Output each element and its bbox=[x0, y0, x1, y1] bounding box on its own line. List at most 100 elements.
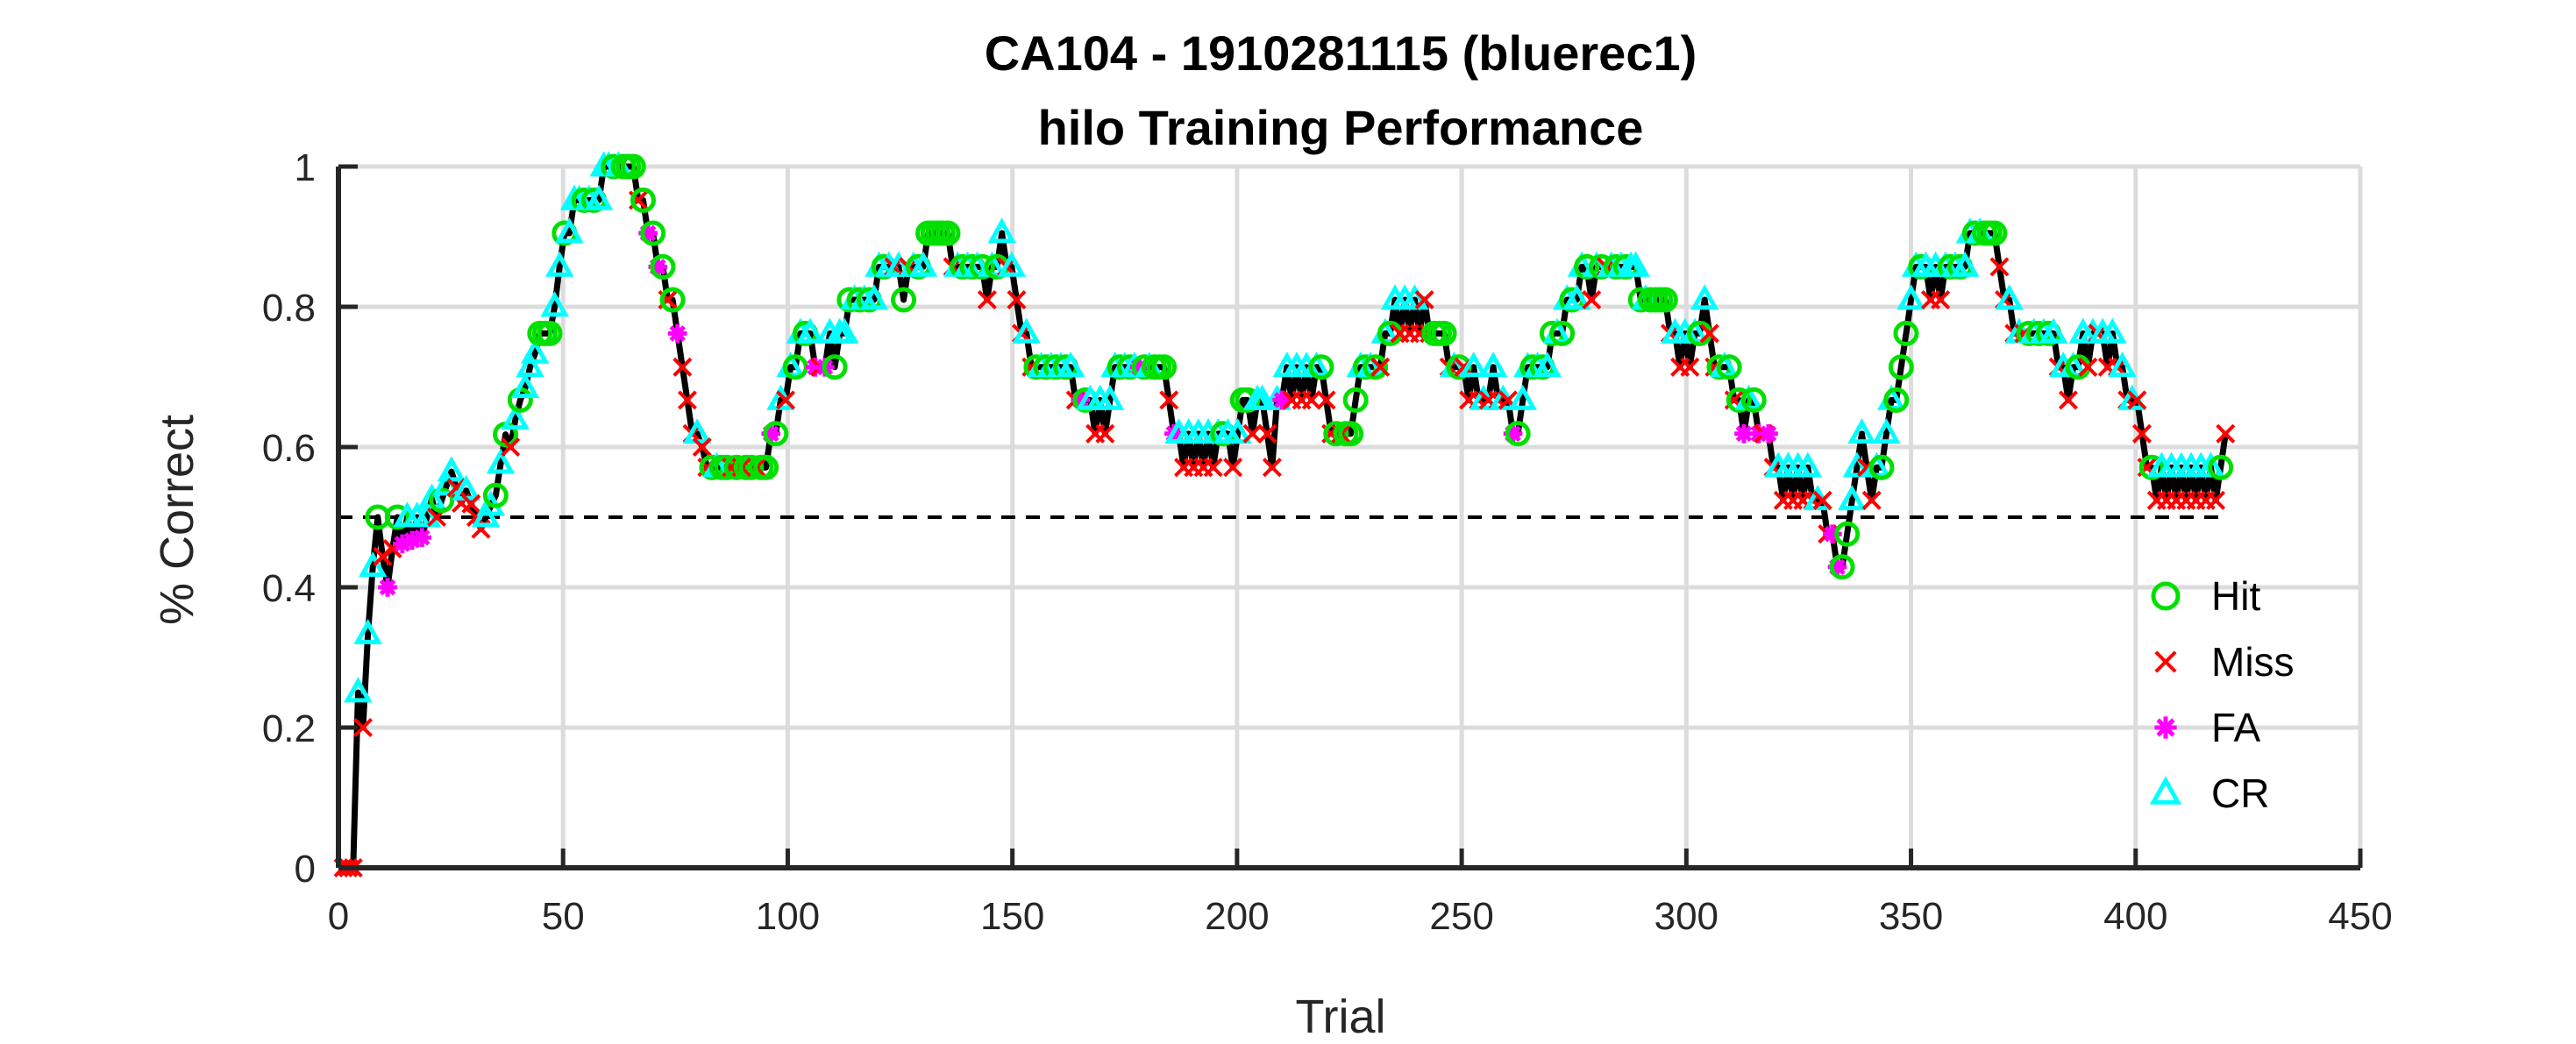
legend-label-hit: Hit bbox=[2211, 573, 2260, 619]
marker-cr bbox=[1223, 418, 1252, 444]
marker-miss bbox=[1262, 458, 1282, 478]
chart-subtitle: hilo Training Performance bbox=[1038, 100, 1644, 155]
marker-hit bbox=[1549, 320, 1576, 346]
marker-hit bbox=[1363, 354, 1389, 380]
y-tick-label: 0.6 bbox=[262, 427, 316, 470]
marker-cr bbox=[344, 677, 373, 703]
marker-fa bbox=[412, 528, 432, 547]
marker-cr bbox=[1690, 284, 1719, 310]
marker-cr bbox=[1838, 485, 1867, 511]
marker-cr bbox=[1478, 352, 1508, 378]
marker-miss bbox=[1007, 289, 1027, 310]
marker-hit bbox=[1740, 387, 1767, 413]
trial-markers bbox=[333, 151, 2236, 878]
x-tick-labels: 0 50 100 150 200 250 300 350 400 450 bbox=[328, 895, 2393, 938]
marker-miss bbox=[501, 437, 521, 458]
marker-fa bbox=[761, 424, 781, 444]
marker-cr bbox=[2098, 317, 2127, 344]
marker-hit bbox=[1431, 320, 1457, 346]
marker-miss bbox=[1699, 323, 1719, 344]
marker-miss bbox=[461, 494, 481, 514]
marker-cr bbox=[412, 501, 442, 528]
marker-miss bbox=[1223, 458, 1243, 478]
marker-miss bbox=[1680, 357, 1700, 377]
marker-cr bbox=[1095, 384, 1125, 410]
marker-miss bbox=[1203, 458, 1223, 478]
marker-cr bbox=[544, 251, 574, 277]
legend: Hit Miss FA CR bbox=[2149, 573, 2295, 816]
marker-cr bbox=[1248, 384, 1277, 410]
marker-cr bbox=[908, 251, 938, 277]
marker-hit bbox=[1151, 354, 1178, 380]
marker-cr bbox=[516, 352, 544, 378]
marker-miss bbox=[1414, 289, 1434, 310]
x-tick-label: 0 bbox=[328, 895, 349, 938]
marker-cr bbox=[1533, 352, 1562, 378]
marker-cr bbox=[1508, 384, 1538, 410]
marker-hit bbox=[1883, 387, 1910, 413]
marker-cr bbox=[1621, 251, 1650, 277]
marker-hit bbox=[969, 253, 995, 280]
marker-hit bbox=[630, 187, 657, 213]
marker-miss bbox=[2127, 390, 2147, 410]
marker-miss bbox=[446, 478, 466, 498]
marker-cr bbox=[510, 373, 540, 399]
marker-hit bbox=[384, 504, 410, 530]
marker-cr bbox=[1056, 352, 1085, 378]
marker-cr bbox=[884, 251, 914, 277]
marker-miss bbox=[692, 437, 712, 458]
marker-miss bbox=[977, 289, 997, 310]
marker-hit bbox=[482, 482, 509, 508]
legend-label-cr: CR bbox=[2211, 771, 2269, 816]
marker-hit bbox=[891, 287, 917, 313]
x-tick-label: 450 bbox=[2328, 895, 2392, 938]
marker-hit bbox=[620, 153, 646, 180]
marker-hit bbox=[2208, 454, 2234, 480]
marker-hit bbox=[1338, 421, 1364, 447]
marker-cr bbox=[359, 551, 388, 578]
marker-cr bbox=[1872, 418, 1901, 444]
marker-cr bbox=[987, 217, 1016, 244]
marker-hit bbox=[738, 454, 765, 480]
marker-miss bbox=[2131, 423, 2152, 444]
x-tick-label: 100 bbox=[756, 895, 820, 938]
marker-fa bbox=[667, 323, 687, 344]
marker-cr bbox=[501, 404, 530, 430]
marker-cr bbox=[2108, 352, 2137, 378]
x-tick-label: 350 bbox=[1879, 895, 1943, 938]
marker-fa bbox=[648, 257, 668, 277]
marker-hit bbox=[1588, 253, 1614, 280]
marker-hit bbox=[1308, 354, 1334, 380]
marker-cr bbox=[555, 217, 584, 244]
marker-fa bbox=[638, 224, 658, 243]
marker-miss bbox=[1095, 423, 1115, 444]
marker-hit bbox=[1893, 320, 1919, 346]
marker-miss bbox=[1257, 423, 1277, 444]
y-tick-labels: 0 0.2 0.4 0.6 0.8 1 bbox=[262, 146, 316, 891]
marker-fa bbox=[1734, 424, 1754, 444]
marker-cr bbox=[486, 448, 516, 474]
legend-marker-hit bbox=[2151, 581, 2181, 611]
marker-cr bbox=[1950, 251, 1980, 277]
marker-hit bbox=[1888, 354, 1914, 380]
marker-miss bbox=[2078, 357, 2098, 377]
marker-miss bbox=[1242, 423, 1263, 444]
marker-miss bbox=[1316, 390, 1336, 410]
marker-fa bbox=[1129, 358, 1149, 377]
y-axis-label: % Correct bbox=[151, 415, 203, 625]
marker-fa bbox=[402, 530, 422, 550]
marker-fa bbox=[1759, 424, 1778, 444]
marker-cr bbox=[353, 618, 382, 644]
marker-hit bbox=[753, 454, 779, 480]
marker-fa bbox=[393, 534, 412, 554]
legend-label-fa: FA bbox=[2211, 705, 2261, 750]
marker-fa bbox=[1503, 424, 1523, 444]
marker-hit bbox=[1726, 387, 1752, 413]
marker-hit bbox=[763, 421, 789, 447]
marker-hit bbox=[1323, 421, 1349, 447]
y-tick-label: 1 bbox=[295, 146, 316, 189]
x-tick-label: 50 bbox=[542, 895, 585, 938]
marker-miss bbox=[1861, 490, 1882, 510]
marker-fa bbox=[1827, 558, 1847, 577]
marker-hit bbox=[537, 320, 563, 346]
